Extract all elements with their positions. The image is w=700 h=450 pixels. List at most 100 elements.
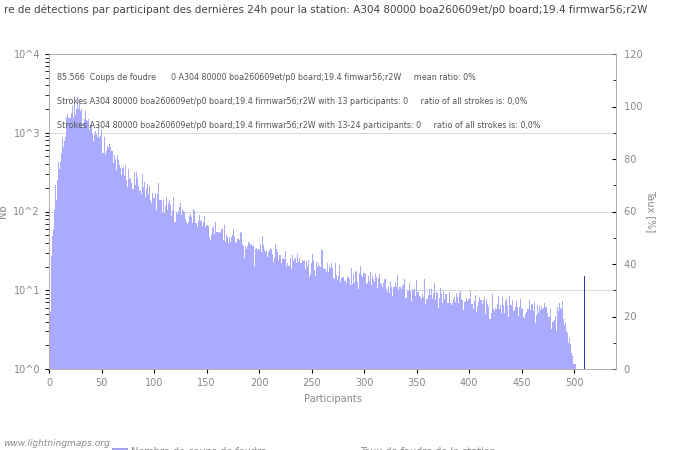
Bar xyxy=(76,108,77,450)
Bar xyxy=(82,127,83,450)
Bar xyxy=(203,222,204,450)
Bar xyxy=(73,118,74,450)
Bar xyxy=(352,284,353,450)
Bar xyxy=(302,261,304,450)
Bar xyxy=(457,297,458,450)
Bar xyxy=(296,263,297,450)
Bar xyxy=(170,205,172,450)
Bar xyxy=(304,269,306,450)
Bar xyxy=(311,262,312,450)
Bar xyxy=(140,190,141,450)
Bar xyxy=(99,138,100,450)
Bar xyxy=(463,310,464,450)
Bar xyxy=(295,258,296,450)
Bar xyxy=(161,200,162,450)
Bar xyxy=(189,216,190,450)
Bar xyxy=(526,312,527,450)
Bar xyxy=(307,266,308,450)
Bar xyxy=(234,237,235,450)
Bar xyxy=(151,202,153,450)
Bar xyxy=(575,369,577,450)
Bar xyxy=(265,252,266,450)
Bar xyxy=(331,263,332,450)
Bar xyxy=(543,308,544,450)
Bar xyxy=(398,289,399,450)
Bar xyxy=(601,369,602,450)
Bar xyxy=(330,268,331,450)
Bar xyxy=(514,307,516,450)
Bar xyxy=(602,369,603,450)
Bar xyxy=(292,255,293,450)
Bar xyxy=(326,273,327,450)
Bar xyxy=(486,299,487,450)
Bar xyxy=(289,266,290,450)
Bar xyxy=(424,279,426,450)
Bar xyxy=(66,117,67,450)
Bar xyxy=(392,296,393,450)
Bar xyxy=(113,155,115,450)
Bar xyxy=(77,97,78,450)
Bar xyxy=(476,312,477,450)
Bar xyxy=(605,369,606,450)
Bar xyxy=(378,278,379,450)
Bar xyxy=(540,310,541,450)
Bar xyxy=(235,243,237,450)
Bar xyxy=(270,248,271,450)
Bar xyxy=(369,281,370,450)
Bar xyxy=(512,311,514,450)
Text: www.lightningmaps.org: www.lightningmaps.org xyxy=(4,439,111,448)
Bar xyxy=(503,305,504,450)
Bar xyxy=(250,245,251,450)
Bar xyxy=(298,262,300,450)
Bar xyxy=(416,279,417,450)
Bar xyxy=(368,276,369,450)
Bar xyxy=(537,306,538,450)
Bar xyxy=(403,284,405,450)
Bar xyxy=(565,322,566,450)
Bar xyxy=(367,284,368,450)
Bar xyxy=(386,292,388,450)
Bar xyxy=(204,216,205,450)
Bar xyxy=(176,214,178,450)
Bar xyxy=(394,287,395,450)
Bar xyxy=(164,213,165,450)
Bar xyxy=(69,118,71,450)
Text: Strokes A304 80000 boa260609et/p0 board;19.4 firmwar56;r2W with 13-24 participan: Strokes A304 80000 boa260609et/p0 board;… xyxy=(57,121,541,130)
Bar xyxy=(459,293,460,450)
Bar xyxy=(65,137,66,450)
Bar xyxy=(327,263,328,450)
Bar xyxy=(502,297,503,450)
Bar xyxy=(157,194,158,450)
Bar xyxy=(271,249,272,450)
Bar xyxy=(382,287,384,450)
Bar xyxy=(470,304,472,450)
Bar xyxy=(533,302,535,450)
Bar xyxy=(190,214,191,450)
Bar xyxy=(266,251,267,450)
Bar xyxy=(487,304,489,450)
Bar xyxy=(489,319,491,450)
Bar xyxy=(334,279,335,450)
Bar xyxy=(269,250,270,450)
Bar xyxy=(201,220,202,450)
Bar xyxy=(453,299,454,450)
Bar xyxy=(59,169,60,450)
Bar xyxy=(253,245,254,450)
Bar xyxy=(121,176,122,450)
Bar xyxy=(344,281,346,450)
Bar xyxy=(186,222,187,450)
Bar xyxy=(279,255,281,450)
Bar xyxy=(376,277,377,450)
Bar xyxy=(578,369,579,450)
Bar xyxy=(94,130,96,450)
Bar xyxy=(102,153,103,450)
Bar xyxy=(393,288,394,450)
Bar xyxy=(181,215,182,450)
Bar xyxy=(497,304,498,450)
Bar xyxy=(56,200,57,450)
Bar xyxy=(227,238,228,450)
Bar xyxy=(604,369,605,450)
Bar xyxy=(420,297,421,450)
Bar xyxy=(188,222,189,450)
Bar xyxy=(115,159,116,450)
